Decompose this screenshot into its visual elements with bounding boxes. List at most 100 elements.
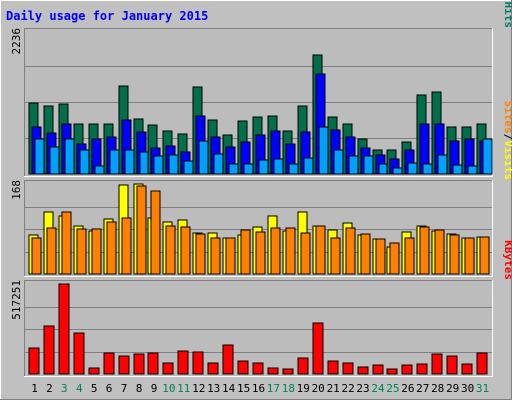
- x-tick-label-4: 4: [76, 382, 83, 395]
- legend-visits: Sites/Visits: [502, 101, 512, 181]
- bar-pages-day-21: [333, 149, 344, 175]
- bar-kbytes-day-11: [177, 350, 189, 375]
- bar-pages-day-17: [273, 158, 284, 175]
- bar-sites-day-22: [345, 227, 356, 275]
- bar-pages-day-16: [258, 159, 269, 175]
- x-tick-label-8: 8: [136, 382, 143, 395]
- bar-kbytes-day-31: [476, 352, 488, 375]
- x-tick-label-29: 29: [446, 382, 459, 395]
- bar-pages-day-1: [34, 138, 45, 175]
- bar-kbytes-day-16: [252, 362, 264, 375]
- bar-kbytes-day-10: [162, 362, 174, 375]
- bar-sites-day-14: [225, 237, 236, 275]
- bar-pages-day-13: [213, 153, 224, 175]
- bar-sites-day-13: [210, 237, 221, 275]
- bar-pages-day-27: [422, 163, 433, 175]
- bar-pages-day-19: [303, 157, 314, 175]
- x-axis-labels: 1 2 3 4 5 6 7 8 9 10 11 12 13 14 15 16 17 18 19 20 21 22 23 24 2…: [31, 382, 489, 395]
- bar-kbytes-day-25: [386, 368, 398, 375]
- bar-kbytes-day-12: [192, 351, 204, 375]
- bar-pages-day-11: [183, 160, 194, 175]
- bar-sites-day-28: [434, 229, 445, 275]
- bar-pages-day-7: [124, 149, 135, 175]
- bar-kbytes-day-14: [222, 344, 234, 375]
- x-tick-label-27: 27: [416, 382, 429, 395]
- bar-kbytes-day-2: [43, 325, 55, 375]
- bar-pages-day-4: [79, 149, 90, 175]
- x-tick-label-18: 18: [282, 382, 295, 395]
- legend-entry: Hits: [502, 2, 512, 29]
- bar-kbytes-day-15: [237, 360, 249, 375]
- y-axis-max-label: 168: [10, 180, 23, 200]
- bar-kbytes-day-27: [416, 363, 428, 375]
- bar-kbytes-day-20: [312, 322, 324, 375]
- x-tick-label-11: 11: [177, 382, 190, 395]
- legend-kbytes: KBytes: [502, 240, 512, 280]
- x-tick-label-16: 16: [252, 382, 265, 395]
- bar-kbytes-day-6: [103, 352, 115, 375]
- bar-kbytes-day-21: [327, 360, 339, 375]
- bar-sites-day-30: [464, 237, 475, 275]
- bar-pages-day-18: [288, 163, 299, 175]
- x-tick-label-24: 24: [371, 382, 385, 395]
- x-tick-label-13: 13: [207, 382, 220, 395]
- bar-kbytes-day-26: [401, 364, 413, 375]
- bar-pages-day-5: [94, 165, 105, 175]
- bar-kbytes-day-18: [282, 368, 294, 375]
- bar-kbytes-day-17: [267, 367, 279, 375]
- bar-kbytes-day-24: [372, 364, 384, 375]
- bar-kbytes-day-23: [357, 366, 369, 375]
- bar-kbytes-day-19: [297, 357, 309, 375]
- bar-kbytes-day-30: [461, 363, 473, 375]
- x-tick-label-1: 1: [31, 382, 38, 395]
- y-axis-max-label: 2236: [10, 28, 23, 55]
- bar-kbytes-day-13: [207, 362, 219, 375]
- chart-panels: 2236 Pages/Files/Hits 168 Sites/Visits 51725…: [10, 0, 512, 377]
- bar-kbytes-day-4: [73, 332, 85, 375]
- x-tick-label-3: 3: [61, 382, 68, 395]
- bar-kbytes-day-29: [446, 355, 458, 375]
- bar-sites-day-26: [404, 237, 415, 275]
- bar-sites-day-25: [389, 242, 400, 275]
- bar-kbytes-day-3: [58, 283, 70, 375]
- bar-sites-day-23: [360, 233, 371, 275]
- x-tick-label-26: 26: [401, 382, 414, 395]
- bar-pages-day-25: [392, 167, 403, 175]
- bar-kbytes-day-1: [28, 347, 40, 375]
- bar-sites-day-29: [449, 234, 460, 275]
- bar-pages-day-30: [467, 165, 478, 175]
- x-tick-label-2: 2: [46, 382, 53, 395]
- bar-sites-day-3: [61, 211, 72, 275]
- legend-entry: /: [502, 134, 512, 141]
- bar-sites-day-15: [240, 229, 251, 275]
- bar-pages-day-23: [363, 155, 374, 175]
- bar-pages-day-31: [482, 138, 493, 175]
- bar-pages-day-26: [407, 162, 418, 175]
- legend-traffic: Pages/Files/Hits: [502, 0, 512, 28]
- bar-pages-day-10: [168, 154, 179, 175]
- bar-sites-day-17: [270, 227, 281, 275]
- x-tick-label-28: 28: [431, 382, 444, 395]
- bar-sites-day-4: [76, 228, 87, 275]
- bar-sites-day-6: [106, 221, 117, 275]
- legend-entry: Sites: [502, 101, 512, 134]
- bar-pages-day-15: [243, 163, 254, 175]
- x-tick-label-6: 6: [106, 382, 113, 395]
- legend-entry: KBytes: [502, 240, 512, 280]
- bar-sites-day-20: [315, 225, 326, 275]
- bar-kbytes-day-22: [342, 362, 354, 375]
- bar-sites-day-11: [180, 226, 191, 275]
- bar-pages-day-6: [109, 149, 120, 175]
- x-tick-label-15: 15: [237, 382, 250, 395]
- legend-entry: /: [502, 0, 512, 2]
- x-tick-label-9: 9: [151, 382, 158, 395]
- chart-title: Daily usage for January 2015: [6, 9, 208, 23]
- plot-area-kbytes: [24, 280, 493, 377]
- bar-kbytes-day-7: [118, 355, 130, 375]
- bar-sites-day-31: [479, 236, 490, 275]
- x-tick-label-23: 23: [356, 382, 369, 395]
- x-tick-label-20: 20: [312, 382, 325, 395]
- x-tick-label-7: 7: [121, 382, 128, 395]
- y-axis-max-label: 517251: [10, 280, 23, 320]
